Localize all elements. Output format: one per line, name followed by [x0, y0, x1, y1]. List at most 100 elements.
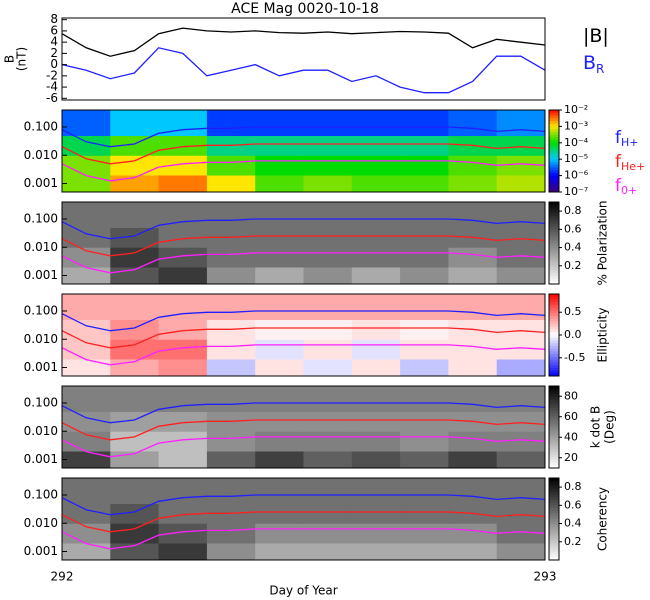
heatmap-cell: [62, 266, 111, 285]
heatmap-cell: [62, 227, 111, 248]
colorbar-slice: [549, 234, 559, 239]
colorbar-slice: [549, 370, 559, 374]
heatmap-cell: [448, 202, 498, 229]
colorbar-slice: [549, 115, 559, 119]
heatmap-cell: [400, 386, 449, 413]
data-line: [61, 402, 546, 424]
heatmap-cell: [448, 247, 498, 268]
colorbar-slice: [549, 223, 559, 228]
colorbar-frame: [548, 201, 560, 285]
y-tick-label: 0.100: [24, 212, 58, 226]
heatmap-cell: [351, 319, 401, 340]
heatmap-cell: [255, 431, 304, 452]
colorbar-tick-label: 0.6: [564, 222, 582, 235]
heatmap-cell: [62, 386, 111, 413]
colorbar-slice: [549, 502, 559, 506]
colorbar-slice: [549, 508, 559, 512]
colorbar-slice: [549, 134, 559, 138]
heatmap-cell: [110, 319, 160, 340]
heatmap-cell: [158, 450, 208, 469]
heatmap-cell: [303, 247, 353, 268]
colorbar-slice: [549, 243, 559, 247]
heatmap-cell: [303, 542, 353, 561]
heatmap-cell: [110, 294, 160, 321]
heatmap-cell: [255, 174, 304, 193]
colorbar-slice: [549, 532, 559, 536]
heatmap-cell: [158, 135, 208, 156]
colorbar-tick-label: 20: [564, 451, 578, 464]
heatmap-cell: [110, 110, 160, 137]
heatmap-cell: [255, 478, 304, 505]
heatmap-cell: [255, 411, 304, 432]
heatmap-cell: [62, 411, 111, 432]
heatmap-cell: [255, 523, 304, 544]
legend-text: f: [615, 152, 622, 172]
heatmap-cell: [496, 358, 546, 377]
heatmap-cell: [400, 266, 449, 285]
colorbar-tick-label: 10⁻³: [564, 119, 588, 132]
colorbar-slice: [549, 513, 559, 517]
y-tick-label: 0.001: [24, 544, 58, 558]
colorbar-slice: [549, 432, 559, 436]
colorbar-slice: [549, 148, 559, 152]
heatmap-cell: [351, 431, 401, 452]
colorbar-slice: [549, 329, 559, 333]
y-tick-label: 0.100: [24, 304, 58, 318]
colorbar-slice: [549, 337, 559, 341]
heatmap-cell: [351, 110, 401, 137]
colorbar-slice: [549, 294, 559, 298]
heatmap-cell: [255, 358, 304, 377]
y-tick-label: 4: [50, 35, 58, 49]
y-tick-label: 6: [50, 23, 58, 37]
colorbar-tick-label: 80: [564, 389, 578, 402]
heatmap-cell: [158, 523, 208, 544]
colorbar-slice: [549, 354, 559, 358]
colorbar-slice: [549, 172, 559, 177]
colorbar-slice: [549, 402, 559, 406]
heatmap-cell: [303, 503, 353, 524]
heatmap-cell: [448, 386, 498, 413]
heatmap-cell: [110, 431, 160, 452]
colorbar-slice: [549, 126, 559, 130]
heatmap-cell: [303, 155, 353, 176]
heatmap-cell: [110, 386, 160, 413]
colorbar-tick-label: 0.2: [564, 535, 582, 548]
heatmap-cell: [400, 319, 449, 340]
colorbar-tick-label: 0.8: [564, 204, 582, 217]
colorbar-slice: [549, 356, 559, 361]
colorbar-slice: [549, 145, 559, 149]
heatmap-cell: [400, 247, 449, 268]
colorbar-slice: [549, 324, 559, 328]
colorbar-slice: [549, 137, 559, 141]
heatmap-cell: [303, 266, 353, 285]
colorbar-label: k dot B: [589, 406, 603, 448]
colorbar-slice: [549, 427, 559, 431]
colorbar-slice: [549, 318, 559, 322]
colorbar-slice: [549, 307, 559, 311]
y-tick-label: -6: [46, 91, 58, 105]
heatmap-cell: [303, 386, 353, 413]
colorbar-tick-label: -0.5: [564, 351, 585, 364]
heatmap-cell: [303, 110, 353, 137]
colorbar-slice: [549, 440, 559, 444]
legend-text: f: [615, 128, 622, 148]
colorbar-slice: [549, 273, 559, 277]
colorbar-slice: [549, 362, 559, 366]
heatmap-cell: [62, 542, 111, 561]
colorbar-slice: [549, 413, 559, 417]
colorbar-slice: [549, 240, 559, 244]
colorbar-slice: [549, 516, 559, 520]
legend-text: B: [583, 52, 596, 74]
heatmap-cell: [110, 155, 160, 176]
colorbar-slice: [549, 437, 559, 442]
heatmap-cell: [206, 386, 256, 413]
heatmap-cell: [496, 450, 546, 469]
colorbar-slice: [549, 153, 559, 157]
colorbar-slice: [549, 373, 559, 377]
y-tick-label: 0.100: [24, 120, 58, 134]
legend-entry: f0+: [615, 176, 637, 197]
panel-frame: [61, 201, 546, 285]
colorbar-slice: [549, 521, 559, 525]
legend-entry: fH+: [615, 128, 639, 149]
colorbar-slice: [549, 296, 559, 300]
